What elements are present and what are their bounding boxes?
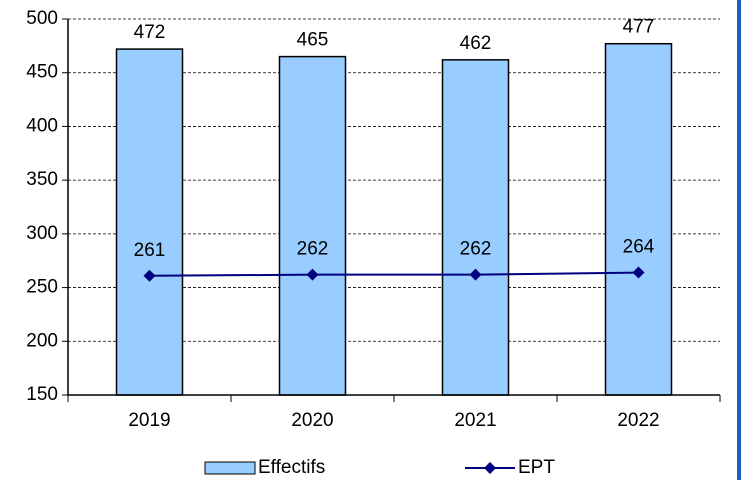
y-tick-label: 400	[26, 115, 58, 136]
legend-label: EPT	[518, 457, 555, 478]
data-label: 462	[460, 33, 492, 54]
y-tick-label: 150	[26, 384, 58, 405]
marker	[306, 268, 319, 281]
x-tick-label: 2021	[454, 410, 496, 431]
line	[149, 271, 639, 277]
data-label: 465	[297, 30, 329, 51]
bar	[604, 42, 673, 396]
data-label: 264	[623, 237, 655, 258]
x-tick-label: 2022	[617, 410, 659, 431]
marker	[143, 269, 156, 282]
y-tick-label: 300	[26, 223, 58, 244]
legend-label: Effectifs	[258, 457, 325, 478]
legend-marker	[484, 462, 496, 474]
bar	[278, 55, 347, 396]
bar	[441, 59, 510, 396]
data-label: 262	[460, 239, 492, 260]
x-tick-label: 2020	[291, 410, 333, 431]
marker	[469, 268, 482, 281]
bar	[115, 48, 184, 396]
data-label: 472	[134, 22, 166, 43]
y-tick-label: 250	[26, 277, 58, 298]
x-tick-label: 2019	[128, 410, 170, 431]
legend-swatch	[204, 461, 256, 475]
data-label: 262	[297, 239, 329, 260]
y-tick-label: 500	[26, 8, 58, 29]
y-tick-label: 350	[26, 169, 58, 190]
data-label: 261	[134, 240, 166, 261]
y-tick-label: 450	[26, 62, 58, 83]
data-label: 477	[623, 17, 655, 38]
marker	[632, 266, 645, 279]
y-tick-label: 200	[26, 330, 58, 351]
